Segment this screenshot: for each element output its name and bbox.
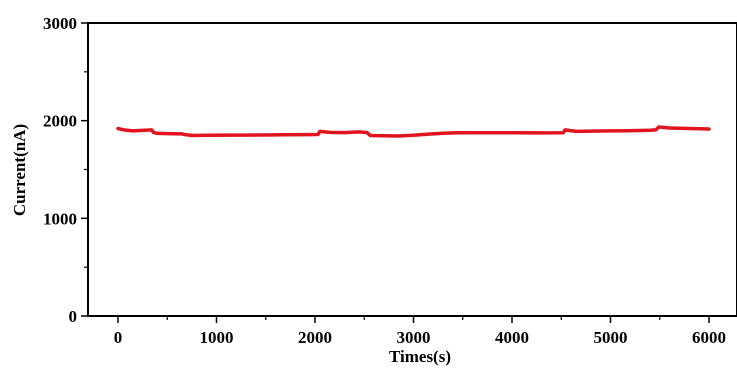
x-tick-label: 2000: [298, 328, 332, 347]
x-tick-label: 1000: [200, 328, 234, 347]
x-tick-label: 3000: [397, 328, 431, 347]
y-tick-label: 3000: [43, 14, 77, 33]
y-tick-label: 1000: [43, 209, 77, 228]
y-tick-label: 0: [69, 307, 78, 326]
series-layer: [116, 125, 711, 138]
current-series-line: [116, 125, 711, 138]
y-tick-label: 2000: [43, 112, 77, 131]
tick-labels-layer: 0 1000 2000 3000 4000 5000 6000 0 1000 2000 3000: [43, 14, 726, 347]
ticks-layer: [81, 22, 710, 323]
x-tick-label: 4000: [495, 328, 529, 347]
y-axis-title: Current(nA): [10, 124, 29, 216]
x-tick-label: 5000: [594, 328, 628, 347]
x-tick-label: 6000: [692, 328, 726, 347]
x-axis-title: Times(s): [389, 347, 451, 366]
plot-frame: [87, 22, 737, 317]
x-tick-label: 0: [114, 328, 123, 347]
